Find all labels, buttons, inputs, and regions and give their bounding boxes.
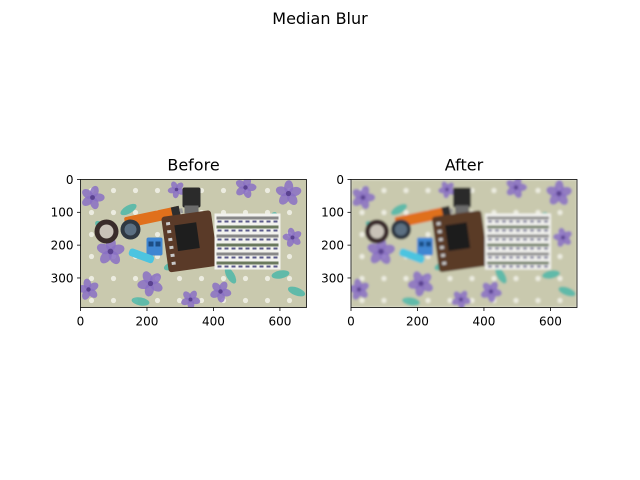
x-tick-label: 600	[268, 315, 291, 329]
photo-leaf	[495, 267, 507, 284]
photo-leaf	[542, 270, 560, 279]
y-tick-label: 200	[51, 238, 74, 252]
photo-flower	[438, 181, 456, 199]
photo-pcb	[161, 210, 219, 273]
after-image	[351, 179, 577, 308]
photo-regulator	[453, 187, 471, 208]
photo-flower	[352, 185, 376, 210]
x-tick-label: 200	[136, 315, 159, 329]
photo-flower	[546, 180, 572, 205]
axes-frame	[350, 179, 578, 308]
photo-paper-labels	[214, 213, 281, 270]
y-tick-label: 0	[336, 173, 344, 187]
axes-title: After	[445, 156, 484, 175]
y-tick-label: 100	[321, 206, 344, 220]
photo-regulator	[182, 187, 201, 208]
photo-flower	[181, 290, 201, 308]
x-tick-label: 0	[77, 315, 85, 329]
y-tick-label: 0	[66, 173, 74, 187]
photo-flower	[351, 278, 369, 300]
photo-paper-labels	[485, 213, 551, 270]
photo-connector	[128, 248, 155, 264]
x-tick-label: 0	[347, 315, 355, 329]
y-tick-label: 300	[321, 271, 344, 285]
photo-leaf	[287, 286, 306, 297]
photo-flower	[553, 227, 572, 247]
photo-flower	[480, 281, 502, 303]
photo-flower	[282, 227, 302, 247]
before-image	[80, 179, 307, 308]
axes-title: Before	[167, 156, 219, 175]
x-tick-label: 200	[406, 315, 429, 329]
photo-pcb	[432, 210, 489, 273]
photo-leaf	[402, 297, 420, 306]
x-tick-label: 400	[472, 315, 495, 329]
photo-connector	[399, 248, 425, 264]
photo-flower	[275, 180, 302, 205]
photo-leaf	[224, 267, 237, 284]
y-tick-label: 300	[51, 271, 74, 285]
y-tick-label: 100	[51, 206, 74, 220]
photo-leaf	[271, 270, 290, 279]
photo-flower	[80, 278, 99, 300]
photo-flower	[82, 185, 105, 210]
photo-flower	[407, 271, 434, 297]
photo-leaf	[131, 297, 150, 306]
photo-flower	[451, 290, 471, 308]
photo-flower	[210, 281, 232, 303]
y-tick-label: 200	[321, 238, 344, 252]
x-tick-label: 600	[539, 315, 562, 329]
photo-flower	[137, 271, 163, 297]
x-tick-label: 400	[202, 315, 225, 329]
before-panel: Before 0 200 400 600 0 100 200 300	[51, 156, 307, 329]
after-panel: After 0 200 400 600 0 100 200 300	[321, 156, 578, 329]
photo-leaf	[120, 203, 137, 216]
photo-leaf	[390, 203, 408, 216]
axes-frame	[80, 179, 307, 308]
photo-leaf	[558, 286, 576, 297]
figure-suptitle: Median Blur	[272, 9, 368, 28]
